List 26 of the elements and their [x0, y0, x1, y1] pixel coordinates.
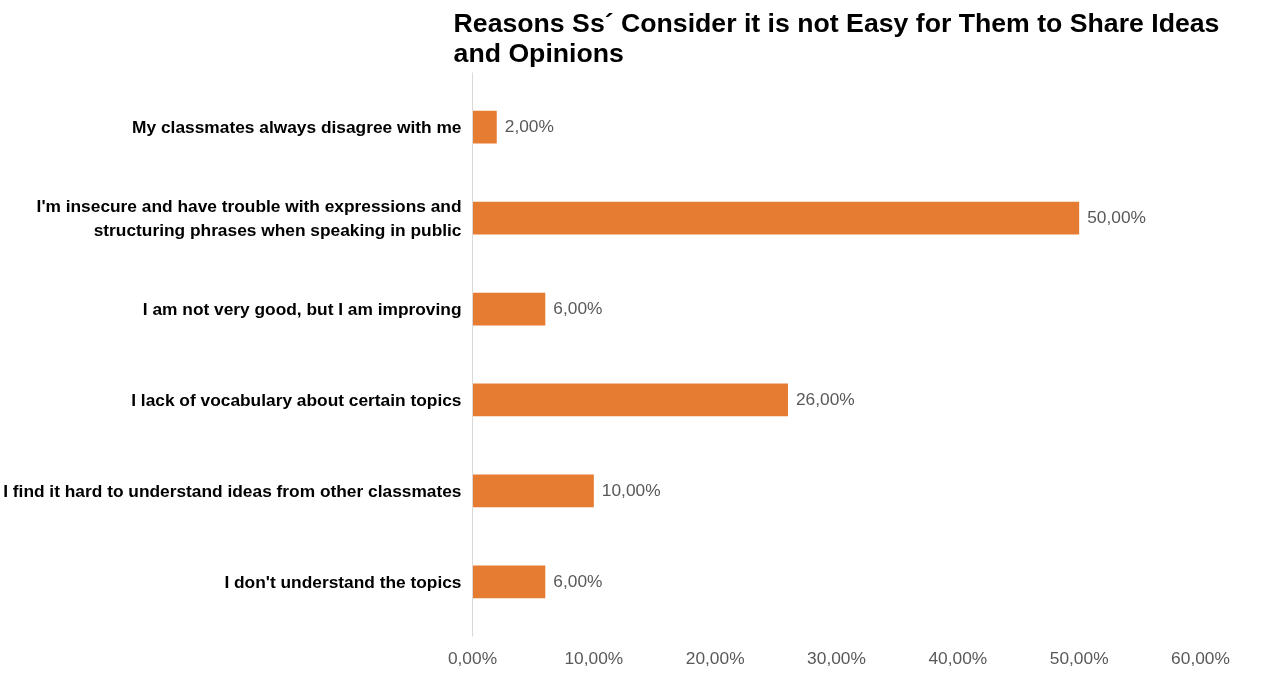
x-tick-label: 0,00%: [447, 647, 498, 668]
x-tick-label: 60,00%: [1171, 647, 1230, 668]
y-tick-label: I don't understand the topics: [224, 571, 462, 592]
x-tick-label: 50,00%: [1049, 647, 1109, 668]
bar: [472, 201, 1080, 235]
y-tick-label: My classmates always disagree with me: [132, 117, 462, 138]
y-tick-label: I find it hard to understand ideas from other classmates: [3, 480, 462, 501]
y-tick-label: I am not very good, but I am improving: [142, 299, 462, 320]
x-tick-label: 10,00%: [564, 647, 624, 668]
bar: [472, 292, 546, 326]
bar: [472, 565, 546, 599]
x-tick-label: 40,00%: [928, 647, 988, 668]
y-tick-label: I'm insecure and have trouble with expressions and structuring phrases when speaking in public: [36, 196, 462, 241]
data-label: 2,00%: [504, 116, 554, 137]
data-label: 6,00%: [553, 570, 603, 591]
data-label: 6,00%: [553, 298, 603, 319]
data-label: 10,00%: [601, 479, 661, 500]
y-tick-label: I lack of vocabulary about certain topics: [131, 389, 462, 410]
bar: [472, 474, 594, 508]
x-tick-label: 30,00%: [807, 647, 866, 668]
bar: [472, 110, 497, 144]
data-label: 26,00%: [795, 388, 855, 409]
x-tick-label: 20,00%: [685, 647, 745, 668]
bar: [472, 383, 788, 417]
chart-title: Reasons Ss´ Consider it is not Easy for Them to Share Ideas and Opinions: [453, 7, 1220, 68]
data-label: 50,00%: [1087, 207, 1146, 228]
